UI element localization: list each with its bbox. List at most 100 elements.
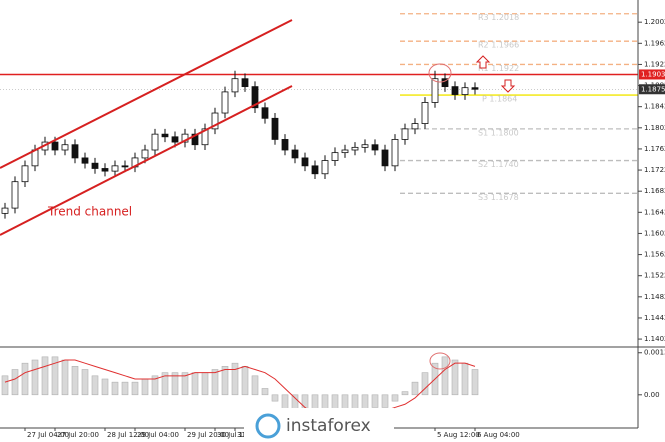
x-tick-label: 6 Aug 04:00: [477, 431, 520, 439]
highlight-circle: [429, 352, 451, 370]
candle-body: [321, 160, 329, 175]
histogram-bar: [51, 356, 59, 396]
y-tick-label: 1.1642: [644, 208, 665, 216]
y-tick-label: 1.1922: [644, 60, 665, 68]
candle-body: [211, 112, 219, 130]
y-tick-label: 1.1802: [644, 124, 665, 132]
y-tick-label: 1.2002: [644, 18, 665, 26]
y-tick-label: 0.00133: [644, 349, 665, 357]
pivot-label: S1 1.1800: [478, 128, 519, 137]
candle-body: [421, 102, 429, 124]
candle-body: [381, 149, 389, 167]
candle-body: [471, 87, 479, 90]
histogram-bar: [71, 366, 79, 396]
x-tick-label: 5 Aug 12:00: [437, 431, 480, 439]
candle-body: [331, 152, 339, 161]
candle-body: [231, 78, 239, 93]
annotation: Trend channel: [47, 205, 132, 219]
candle-body: [201, 128, 209, 146]
x-tick-label: 27 Jul 20:00: [57, 431, 99, 439]
candle-body: [371, 144, 379, 151]
candle-body: [51, 141, 59, 151]
histogram-bar: [101, 378, 109, 396]
candle-body: [141, 149, 149, 159]
y-tick-label: 1.1682: [644, 187, 665, 195]
candle-body: [191, 133, 199, 146]
histogram-bar: [211, 369, 219, 396]
histogram-bar: [11, 369, 19, 396]
histogram-bar: [371, 394, 379, 408]
y-tick-label: 1.1482: [644, 293, 665, 301]
candle-body: [341, 149, 349, 154]
candle-body: [351, 146, 359, 151]
highlight-circle: [428, 63, 452, 83]
histogram-bar: [241, 366, 249, 396]
histogram-bar: [171, 372, 179, 396]
y-tick-label: 1.1962: [644, 39, 665, 47]
candle-body: [361, 144, 369, 148]
candle-body: [221, 91, 229, 114]
y-tick-label: 1.1762: [644, 145, 665, 153]
histogram-bar: [131, 381, 139, 396]
pivot-label: P 1.1864: [482, 95, 517, 104]
candle-body: [81, 157, 89, 164]
candle-body: [121, 165, 129, 168]
trend-line: [0, 19, 293, 169]
trend-line: [0, 85, 293, 236]
histogram-bar: [151, 375, 159, 396]
candle-body: [271, 117, 279, 140]
candle-body: [441, 78, 449, 88]
candle-body: [291, 149, 299, 159]
histogram-bar: [61, 359, 69, 396]
y-tick-label: 1.1442: [644, 314, 665, 322]
histogram-bar: [161, 372, 169, 396]
price-tag-label: 1.1875: [641, 85, 665, 93]
histogram-bar: [21, 362, 29, 396]
candle-body: [21, 165, 29, 183]
candle-body: [431, 78, 439, 103]
candle-body: [461, 87, 469, 95]
histogram-bar: [411, 381, 419, 396]
x-tick-label: 30 Jul 12:00: [217, 431, 259, 439]
y-tick-label: 0.00: [644, 391, 660, 399]
pivot-label: S2 1.1740: [478, 160, 519, 169]
candle-body: [391, 139, 399, 167]
histogram-bar: [31, 359, 39, 396]
histogram-bar: [191, 372, 199, 396]
y-tick-label: 1.1722: [644, 166, 665, 174]
x-tick-label: 31: [237, 431, 246, 439]
histogram-bar: [381, 394, 389, 408]
arrow-up: [475, 55, 491, 69]
histogram-bar: [391, 394, 399, 402]
candle-body: [251, 86, 259, 109]
candle-body: [281, 139, 289, 151]
candle-body: [311, 165, 319, 175]
histogram-bar: [121, 381, 129, 396]
pivot-label: R1 1.1922: [478, 64, 519, 73]
candle-body: [261, 107, 269, 119]
x-tick-label: 29 Jul 04:00: [137, 431, 179, 439]
histogram-bar: [91, 375, 99, 396]
watermark: instaforex: [244, 408, 394, 442]
histogram-bar: [451, 359, 459, 396]
pivot-label: S3 1.1678: [478, 193, 519, 202]
histogram-bar: [261, 388, 269, 396]
histogram-bar: [1, 375, 9, 396]
signal-line: [4, 359, 476, 421]
candle-body: [1, 207, 9, 214]
price-panel: 1.20021.19621.19221.18821.18421.18021.17…: [0, 13, 665, 439]
candle-body: [91, 162, 99, 169]
histogram-bar: [441, 356, 449, 396]
candle-body: [111, 165, 119, 172]
histogram-bar: [251, 375, 259, 396]
histogram-bar: [201, 372, 209, 396]
histogram-bar: [471, 369, 479, 396]
histogram-bar: [181, 372, 189, 396]
y-tick-label: 1.1402: [644, 335, 665, 343]
candle-body: [71, 144, 79, 159]
watermark-text: instaforex: [286, 416, 371, 436]
candle-body: [401, 128, 409, 140]
histogram-bar: [271, 394, 279, 402]
candle-body: [171, 136, 179, 143]
